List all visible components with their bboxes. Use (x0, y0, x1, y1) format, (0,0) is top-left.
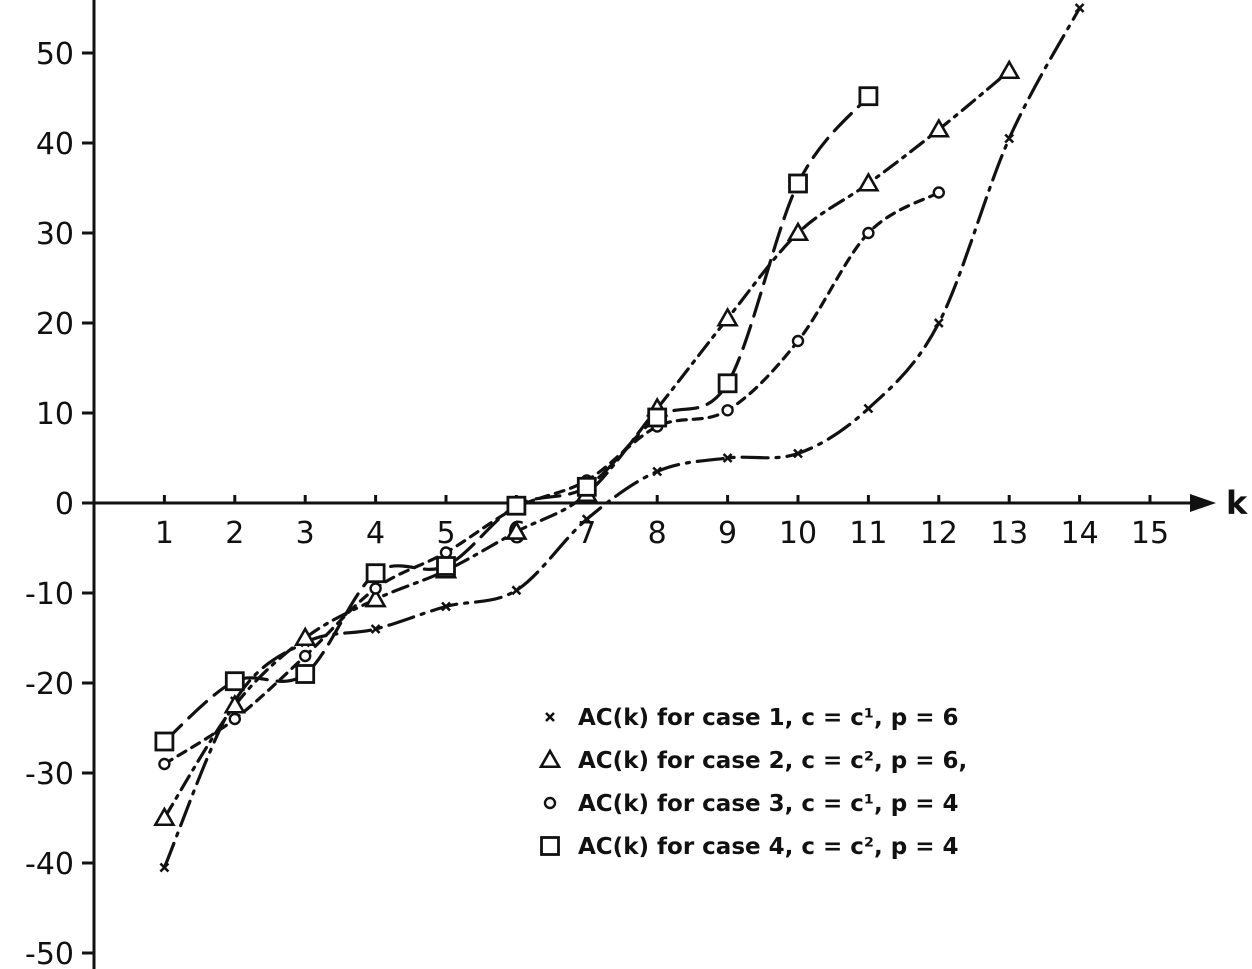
x-tick-label: 11 (849, 516, 887, 551)
axes: k12345678910111213141550403020100-10-20-… (25, 0, 1248, 969)
data-point-case-1 (863, 403, 874, 414)
x-tick-label: 10 (779, 516, 817, 551)
data-point-case-1 (1004, 133, 1015, 144)
series-line-case-3 (162, 190, 941, 766)
x-tick-label: 1 (155, 516, 174, 551)
data-point-case-3 (369, 582, 382, 595)
x-tick-label: 13 (990, 516, 1028, 551)
data-point-case-1 (722, 453, 733, 463)
data-point-case-3 (158, 757, 171, 771)
x-tick-label: 9 (718, 516, 737, 551)
y-tick-label: -10 (25, 577, 74, 612)
data-point-case-1 (370, 624, 381, 634)
data-point-case-4 (154, 731, 175, 752)
legend-entry-case-4: AC(k) for case 4, c = c², p = 4 (578, 834, 959, 860)
data-point-case-2 (927, 117, 951, 138)
y-tick-label: -40 (25, 847, 74, 882)
x-tick-label: 15 (1131, 516, 1169, 551)
series-line-case-4 (162, 94, 870, 744)
data-point-case-3 (721, 404, 734, 417)
data-point-case-2 (786, 221, 810, 242)
data-point-case-3 (862, 226, 875, 240)
y-tick-label: 50 (36, 37, 74, 72)
data-point-case-4 (788, 173, 808, 194)
data-point-case-4 (224, 671, 245, 692)
data-point-case-2 (997, 59, 1021, 80)
y-tick-label: 10 (36, 397, 74, 432)
data-point-case-2 (505, 520, 528, 540)
data-point-case-4 (647, 407, 668, 428)
data-point-case-2 (857, 171, 880, 192)
x-axis-label: k (1226, 484, 1248, 522)
x-tick-label: 8 (648, 516, 667, 551)
data-point-case-1 (933, 318, 944, 328)
x-tick-label: 14 (1061, 516, 1099, 551)
data-point-case-3 (228, 712, 242, 726)
legend-marker-case-1 (545, 712, 555, 722)
data-point-case-4 (436, 556, 456, 576)
x-tick-label: 5 (436, 516, 455, 551)
data-point-case-2 (716, 306, 739, 327)
data-point-case-3 (791, 334, 805, 348)
y-tick-label: -50 (25, 937, 74, 969)
data-point-case-1 (511, 585, 522, 596)
x-tick-label: 4 (366, 516, 385, 551)
data-point-case-3 (439, 546, 453, 559)
data-point-case-1 (581, 514, 592, 525)
legend-marker-case-3 (543, 796, 557, 810)
legend-entry-case-2: AC(k) for case 2, c = c², p = 6, (578, 748, 967, 774)
data-point-case-4 (365, 563, 386, 584)
data-point-case-2 (364, 587, 387, 608)
y-tick-label: 30 (36, 217, 74, 252)
x-tick-label: 3 (296, 516, 315, 551)
legend-marker-case-4 (540, 836, 560, 856)
data-point-case-2 (293, 626, 317, 647)
data-point-case-1 (159, 862, 170, 873)
y-tick-label: 0 (55, 487, 74, 522)
data-point-case-1 (441, 601, 451, 612)
data-point-case-3 (299, 649, 312, 663)
legend-marker-case-2 (538, 748, 562, 769)
x-axis-arrow (1190, 494, 1216, 512)
legend-entry-case-3: AC(k) for case 3, c = c¹, p = 4 (578, 791, 959, 817)
data-point-case-1 (793, 448, 803, 459)
y-tick-label: -30 (25, 757, 74, 792)
data-point-case-1 (1074, 3, 1085, 13)
data-point-case-4 (506, 495, 527, 516)
legend: AC(k) for case 1, c = c¹, p = 6 AC(k) for… (538, 705, 967, 860)
y-tick-label: 40 (36, 127, 74, 162)
data-point-case-2 (153, 806, 176, 827)
data-point-case-3 (932, 186, 945, 199)
x-tick-label: 2 (225, 516, 244, 551)
data-point-case-4 (576, 476, 597, 497)
data-point-case-4 (295, 664, 316, 684)
data-point-case-2 (223, 693, 247, 714)
y-tick-label: 20 (36, 307, 74, 342)
y-tick-label: -20 (25, 667, 74, 702)
data-point-case-4 (717, 373, 738, 394)
data-point-case-1 (652, 466, 663, 477)
legend-entry-case-1: AC(k) for case 1, c = c¹, p = 6 (578, 705, 959, 731)
series-markers (153, 3, 1085, 873)
data-point-case-4 (858, 86, 879, 107)
x-tick-label: 12 (920, 516, 958, 551)
